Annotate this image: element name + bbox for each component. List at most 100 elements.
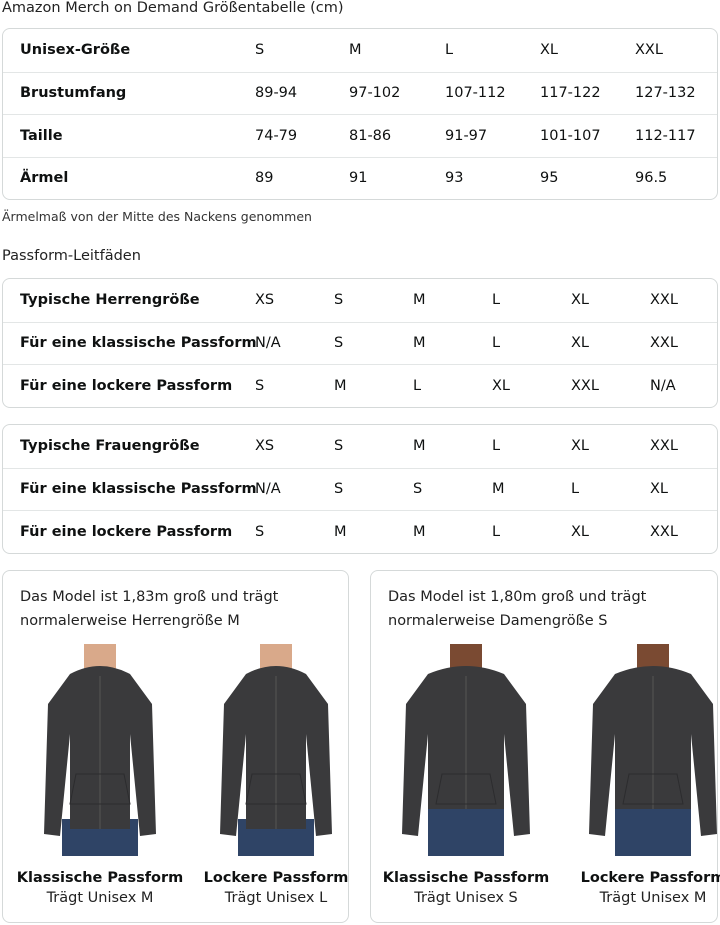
cell: L [492,335,501,352]
model-photo [573,644,720,856]
cell: L [571,481,580,498]
table-row: Typische Frauengröße XS S M L XL XXL [3,425,717,468]
cell: XXL [650,438,678,455]
cell: XXL [650,292,678,309]
cell: 74-79 [255,127,298,144]
model-card-men: Das Model ist 1,83m groß und trägt normal… [2,570,349,923]
model-description-line: Das Model ist 1,80m groß und trägt [388,589,647,605]
cell: XXL [571,377,599,394]
row-label: Brustumfang [20,85,127,102]
row-label: Typische Frauengröße [20,438,200,455]
size-chart-title: Amazon Merch on Demand Größentabelle (cm… [2,0,344,16]
cell: L [445,42,454,59]
cell: XXL [650,335,678,352]
cell: XL [650,481,669,498]
cell: 81-86 [349,127,392,144]
cell: M [413,292,426,309]
cell: 112-117 [635,127,696,144]
sleeve-note: Ärmelmaß von der Mitte des Nackens genom… [2,209,312,224]
fit-size: Trägt Unisex S [414,890,518,906]
fit-title: Klassische Passform [16,870,184,886]
model-description-line: normalerweise Damengröße S [388,613,608,629]
cell: L [492,438,501,455]
row-label: Für eine lockere Passform [20,377,233,394]
cell: S [413,481,423,498]
cell: S [255,42,265,59]
row-label: Typische Herrengröße [20,292,200,309]
table-row: Taille 74-79 81-86 91-97 101-107 112-117 [3,114,717,157]
model-description-line: normalerweise Herrengröße M [20,613,240,629]
cell: S [334,292,344,309]
cell: XL [571,523,590,540]
row-label: Für eine klassische Passform [20,481,257,498]
fit-title: Klassische Passform [382,870,550,886]
fit-size: Trägt Unisex M [46,890,154,906]
cell: 117-122 [540,85,601,102]
cell: XXL [635,42,663,59]
cell: XL [540,42,559,59]
row-label: Ärmel [20,170,69,187]
fit-caption: Klassische Passform Trägt Unisex M [15,870,185,906]
cell: XL [571,292,590,309]
fit-title: Lockere Passform [203,870,349,886]
fit-caption: Lockere Passform Trägt Unisex M [568,870,720,906]
cell: S [255,377,265,394]
table-row: Für eine lockere Passform S M L XL XXL N/A [3,364,717,407]
size-chart-table: Unisex-Größe S M L XL XXL Brustumfang 89-94 97-1… [2,28,718,200]
model-description-line: Das Model ist 1,83m groß und trägt [20,589,279,605]
cell: L [413,377,422,394]
model-photo [196,644,356,856]
fit-title: Lockere Passform [580,870,720,886]
cell: L [492,292,501,309]
cell: XS [255,438,275,455]
cell: N/A [255,481,281,498]
cell: M [492,481,505,498]
cell: L [492,523,501,540]
cell: 101-107 [540,127,601,144]
fit-caption: Klassische Passform Trägt Unisex S [381,870,551,906]
cell: 95 [540,170,559,187]
table-row: Für eine klassische Passform N/A S S M L XL [3,467,717,511]
row-label: Unisex-Größe [20,42,131,59]
cell: XL [571,335,590,352]
fit-guide-title: Passform-Leitfäden [2,248,141,264]
cell: 93 [445,170,464,187]
table-row: Ärmel 89 91 93 95 96.5 [3,156,717,200]
cell: 127-132 [635,85,696,102]
cell: XXL [650,523,678,540]
cell: XL [571,438,590,455]
row-label: Für eine lockere Passform [20,523,233,540]
cell: M [413,438,426,455]
cell: 91 [349,170,368,187]
cell: M [334,523,347,540]
women-fit-table: Typische Frauengröße XS S M L XL XXL Für eine k… [2,424,718,554]
cell: 89-94 [255,85,298,102]
fit-caption: Lockere Passform Trägt Unisex L [191,870,361,906]
cell: 96.5 [635,170,668,187]
cell: S [334,438,344,455]
cell: 91-97 [445,127,488,144]
cell: M [413,335,426,352]
cell: 107-112 [445,85,506,102]
table-row: Brustumfang 89-94 97-102 107-112 117-122 127-… [3,71,717,115]
cell: M [413,523,426,540]
cell: M [334,377,347,394]
cell: 89 [255,170,274,187]
cell: S [334,481,344,498]
model-photo [386,644,546,856]
table-row: Unisex-Größe S M L XL XXL [3,29,717,72]
table-row: Typische Herrengröße XS S M L XL XXL [3,279,717,322]
model-photo [20,644,180,856]
cell: XS [255,292,275,309]
cell: S [255,523,265,540]
cell: S [334,335,344,352]
cell: N/A [650,377,676,394]
table-row: Für eine lockere Passform S M M L XL XXL [3,510,717,553]
row-label: Für eine klassische Passform [20,335,257,352]
row-label: Taille [20,127,63,144]
cell: XL [492,377,511,394]
fit-size: Trägt Unisex L [224,890,328,906]
cell: N/A [255,335,281,352]
table-row: Für eine klassische Passform N/A S M L XL XXL [3,321,717,365]
model-card-women: Das Model ist 1,80m groß und trägt normal… [370,570,720,923]
